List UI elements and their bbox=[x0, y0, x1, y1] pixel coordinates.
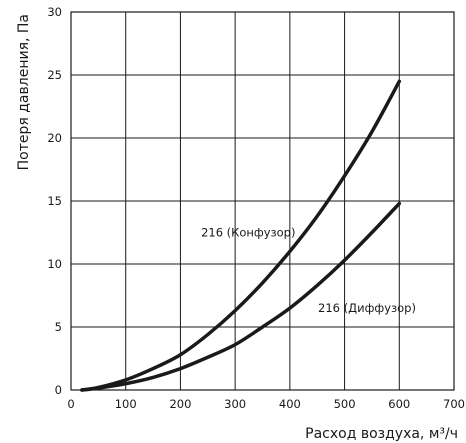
x-tick-label: 400 bbox=[279, 397, 301, 411]
series-lines bbox=[80, 79, 402, 392]
y-tick-label: 10 bbox=[47, 257, 62, 271]
x-tick-label: 0 bbox=[67, 397, 74, 411]
tick-labels: 0 100 200 300 400 500 600 700 0 5 10 15 20 25 30 bbox=[47, 5, 465, 411]
series-line-diffuzor bbox=[80, 201, 402, 392]
grid bbox=[70, 11, 455, 391]
y-axis-title: Потеря давления, Па bbox=[16, 14, 32, 170]
plot-frame bbox=[70, 11, 455, 391]
x-tick-label: 300 bbox=[224, 397, 246, 411]
series-label-konfuzor: 216 (Конфузор) bbox=[201, 226, 295, 240]
y-tick-label: 15 bbox=[47, 194, 62, 208]
y-tick-label: 25 bbox=[47, 68, 62, 82]
x-tick-label: 500 bbox=[334, 397, 356, 411]
x-tick-label: 700 bbox=[443, 397, 465, 411]
series-line-konfuzor bbox=[80, 79, 402, 392]
series-label-diffuzor: 216 (Диффузор) bbox=[318, 301, 416, 315]
y-tick-label: 20 bbox=[47, 131, 62, 145]
y-tick-label: 5 bbox=[55, 320, 62, 334]
x-axis-title: Расход воздуха, м³/ч bbox=[305, 426, 458, 442]
x-tick-label: 200 bbox=[169, 397, 191, 411]
x-tick-label: 100 bbox=[115, 397, 137, 411]
y-tick-label: 0 bbox=[55, 383, 62, 397]
y-tick-label: 30 bbox=[47, 5, 62, 19]
x-tick-label: 600 bbox=[388, 397, 410, 411]
